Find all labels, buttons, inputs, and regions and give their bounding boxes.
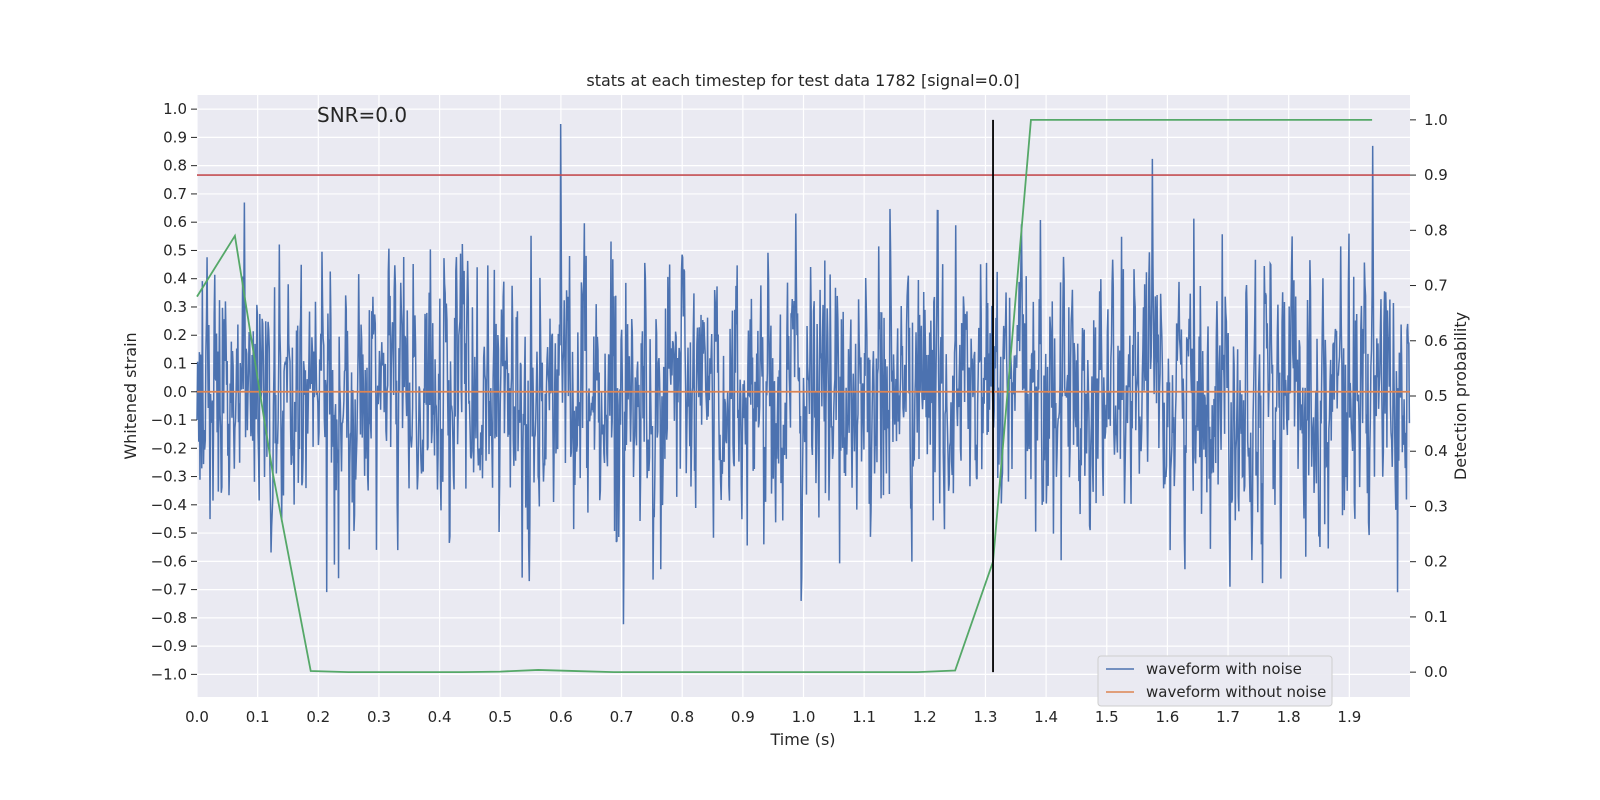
legend-box [1097, 655, 1333, 707]
legend-label-waveform-without-noise: waveform without noise [1146, 683, 1326, 701]
y-axis-right-label: Detection probability [1451, 312, 1470, 480]
y-left-tick-label: 0.0 [163, 383, 187, 401]
series-detection-probability [196, 118, 1373, 674]
x-tick-label: 1.3 [974, 708, 998, 726]
y-left-tick-label: −0.7 [151, 581, 187, 599]
y-left-tick-label: −0.6 [151, 552, 187, 570]
y-left-tick-label: 0.2 [163, 326, 187, 344]
x-tick-label: 1.9 [1337, 708, 1361, 726]
x-tick-label: 0.8 [670, 708, 694, 726]
y-right-tick-label: 0.0 [1424, 663, 1448, 681]
y-axis-left-ticks: 1.0 0.9 0.8 0.7 0.6 0.5 0.4 0.3 0.2 0.1 0.0 −0.1 −0.… [151, 100, 197, 683]
y-right-tick-label: 0.5 [1424, 387, 1448, 405]
chart-title: stats at each timestep for test data 178… [586, 71, 1019, 90]
x-tick-label: 0.1 [246, 708, 270, 726]
legend-label-waveform-with-noise: waveform with noise [1146, 660, 1302, 678]
y-axis-right-ticks: 1.0 0.9 0.8 0.7 0.6 0.5 0.4 0.3 0.2 0.1 0.0 [1410, 111, 1448, 681]
x-tick-label: 0.4 [428, 708, 452, 726]
y-left-tick-label: 0.3 [163, 298, 187, 316]
x-tick-label: 0.0 [185, 708, 209, 726]
x-tick-label: 1.4 [1034, 708, 1058, 726]
x-tick-label: 0.3 [367, 708, 391, 726]
x-tick-label: 0.7 [610, 708, 634, 726]
y-left-tick-label: −0.2 [151, 439, 187, 457]
y-left-tick-label: −0.3 [151, 468, 187, 486]
y-axis-left-label: Whitened strain [121, 332, 140, 459]
y-right-tick-label: 0.6 [1424, 332, 1448, 350]
x-tick-label: 1.5 [1095, 708, 1119, 726]
detection-probability-line [196, 118, 1373, 674]
x-tick-label: 0.9 [731, 708, 755, 726]
x-tick-label: 1.8 [1277, 708, 1301, 726]
y-left-tick-label: 0.1 [163, 354, 187, 372]
x-tick-label: 0.5 [488, 708, 512, 726]
y-left-tick-label: −1.0 [151, 665, 187, 683]
x-tick-label: 1.7 [1216, 708, 1240, 726]
y-right-tick-label: 1.0 [1424, 111, 1448, 129]
legend: waveform with noise waveform without noi… [1097, 655, 1333, 707]
x-tick-label: 1.2 [913, 708, 937, 726]
x-tick-label: 0.2 [306, 708, 330, 726]
x-tick-label: 0.6 [549, 708, 573, 726]
y-left-tick-label: 0.8 [163, 157, 187, 175]
x-axis-ticks: 0.0 0.1 0.2 0.3 0.4 0.5 0.6 0.7 0.8 0.9 1.0 1.1 1.2 1… [185, 708, 1361, 726]
y-left-tick-label: 0.6 [163, 213, 187, 231]
snr-annotation: SNR=0.0 [317, 103, 407, 127]
y-left-tick-label: 1.0 [163, 100, 187, 118]
y-left-tick-label: 0.9 [163, 128, 187, 146]
x-axis-label: Time (s) [769, 730, 835, 749]
y-right-tick-label: 0.1 [1424, 608, 1448, 626]
y-right-tick-label: 0.8 [1424, 221, 1448, 239]
y-left-tick-label: 0.4 [163, 270, 187, 288]
y-left-tick-label: 0.7 [163, 185, 187, 203]
waveform-with-noise-line [196, 123, 1411, 625]
y-left-tick-label: −0.5 [151, 524, 187, 542]
x-tick-label: 1.0 [792, 708, 816, 726]
y-right-tick-label: 0.4 [1424, 442, 1448, 460]
y-left-tick-label: 0.5 [163, 241, 187, 259]
y-left-tick-label: −0.9 [151, 637, 187, 655]
y-left-tick-label: −0.8 [151, 609, 187, 627]
y-right-tick-label: 0.2 [1424, 553, 1448, 571]
y-right-tick-label: 0.3 [1424, 497, 1448, 515]
x-tick-label: 1.1 [852, 708, 876, 726]
y-right-tick-label: 0.7 [1424, 277, 1448, 295]
y-right-tick-label: 0.9 [1424, 166, 1448, 184]
series-waveform-with-noise [196, 123, 1411, 625]
x-tick-label: 1.6 [1155, 708, 1179, 726]
y-left-tick-label: −0.1 [151, 411, 187, 429]
y-left-tick-label: −0.4 [151, 496, 187, 514]
